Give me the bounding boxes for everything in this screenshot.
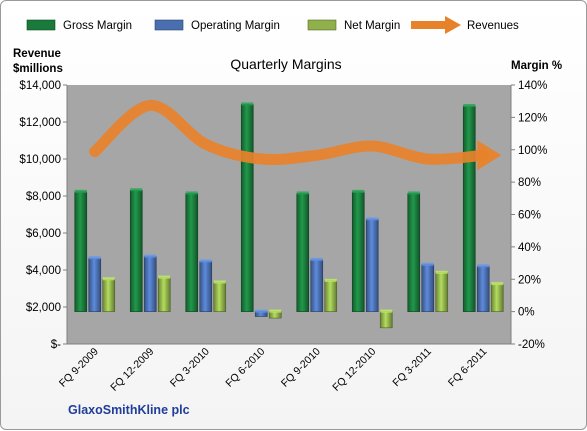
net-margin-bar-cap [436, 271, 448, 274]
gross-margin-bar [352, 192, 364, 312]
left-tick-label: $4,000 [26, 265, 61, 277]
chart-title: Quarterly Margins [230, 56, 341, 72]
right-axis-label: Margin % [511, 60, 562, 72]
operating-margin-bar [366, 219, 378, 311]
category-label: FQ 6-2010 [223, 346, 267, 390]
operating-margin-bar-cap [477, 264, 489, 267]
operating-margin-bar-cap [89, 256, 101, 259]
gross-margin-bar [463, 106, 475, 312]
legend-label: Revenues [467, 20, 519, 32]
net-margin-bar [158, 278, 170, 312]
company-name: GlaxoSmithKline plc [68, 403, 190, 417]
right-tick-label: 140% [518, 80, 547, 92]
operating-margin-bar [200, 261, 212, 311]
operating-margin-bar-cap [200, 259, 212, 262]
operating-margin-bar [311, 260, 323, 312]
net-margin-bar-cap [491, 282, 503, 285]
right-tick-label: 20% [518, 274, 541, 286]
category-label: FQ 3-2011 [390, 346, 434, 390]
left-tick-label: $2,000 [26, 302, 61, 314]
category-label: FQ 3-2010 [168, 346, 212, 390]
net-margin-bar-cap [158, 276, 170, 279]
gross-margin-bar-cap [297, 191, 309, 194]
net-margin-bar-cap [380, 310, 392, 313]
operating-margin-bar [144, 257, 156, 312]
gross-margin-bar-cap [75, 190, 87, 193]
net-margin-bar [491, 284, 503, 312]
gross-margin-bar [130, 190, 142, 311]
right-tick-label: 80% [518, 177, 541, 189]
net-margin-bar-cap [269, 310, 281, 313]
gross-margin-bar-cap [352, 190, 364, 193]
category-label: FQ 12-2009 [108, 346, 156, 394]
category-label: FQ 9-2010 [279, 346, 323, 390]
legend: Gross Margin Operating Margin Net Margin Re… [27, 16, 519, 34]
gross-margin-bar-cap [463, 104, 475, 107]
left-axis-label-line1: Revenue [13, 48, 61, 60]
right-tick-label: 120% [518, 112, 547, 124]
operating-margin-bar [89, 258, 101, 311]
gross-margin-bar-cap [241, 102, 253, 105]
legend-label: Operating Margin [191, 20, 280, 32]
operating-margin-bar-cap [144, 255, 156, 258]
gross-margin-bar [297, 193, 309, 311]
legend-label: Gross Margin [63, 20, 132, 32]
operating-margin-bar-cap [311, 258, 323, 261]
operating-margin-bar-cap [422, 263, 434, 266]
operating-margin-bar [422, 265, 434, 312]
legend-label: Net Margin [344, 20, 400, 32]
net-margin-bar-cap [325, 279, 337, 282]
left-tick-label: $6,000 [26, 228, 61, 240]
gross-margin-bar [75, 192, 87, 312]
net-margin-bar [103, 279, 115, 311]
right-tick-label: 60% [518, 210, 541, 222]
category-label: FQ 6-2011 [446, 346, 490, 390]
category-label: FQ 9-2009 [57, 346, 101, 390]
right-tick-label: 100% [518, 145, 547, 157]
legend-swatch [308, 20, 336, 30]
left-tick-label: $10,000 [19, 154, 61, 166]
right-tick-label: -20% [518, 339, 545, 351]
net-margin-bar [380, 312, 392, 328]
legend-swatch [155, 20, 183, 30]
left-tick-label: $14,000 [19, 80, 61, 92]
left-tick-label: $8,000 [26, 191, 61, 203]
gross-margin-bar-cap [408, 191, 420, 194]
net-margin-bar-cap [103, 277, 115, 280]
category-label: FQ 12-2010 [330, 346, 378, 394]
net-margin-bar [214, 282, 226, 311]
operating-margin-bar-cap [255, 310, 267, 313]
gross-margin-bar [408, 193, 420, 311]
legend-swatch-arrow [445, 16, 461, 34]
gross-margin-bar [241, 104, 253, 311]
gross-margin-bar-cap [130, 188, 142, 191]
left-tick-label: $- [51, 339, 61, 351]
net-margin-bar [325, 281, 337, 312]
legend-swatch [27, 20, 55, 30]
operating-margin-bar [477, 266, 489, 311]
gross-margin-bar-cap [186, 191, 198, 194]
net-margin-bar [436, 273, 448, 312]
operating-margin-bar-cap [366, 217, 378, 220]
right-tick-label: 0% [518, 307, 535, 319]
net-margin-bar-cap [214, 280, 226, 283]
right-tick-label: 40% [518, 242, 541, 254]
gross-margin-bar [186, 193, 198, 311]
left-tick-label: $12,000 [19, 117, 61, 129]
left-axis-label-line2: $millions [13, 63, 63, 75]
